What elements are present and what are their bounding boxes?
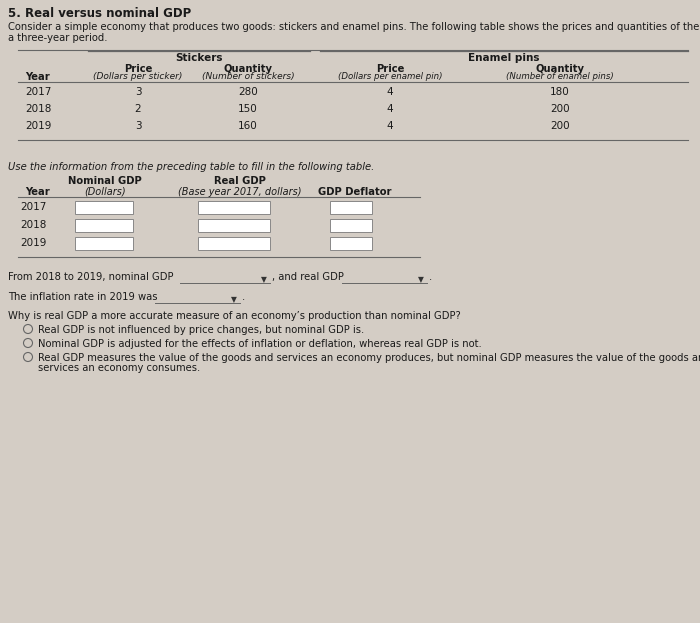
Text: Nominal GDP: Nominal GDP <box>68 176 142 186</box>
Text: Consider a simple economy that produces two goods: stickers and enamel pins. The: Consider a simple economy that produces … <box>8 22 700 32</box>
Text: (Base year 2017, dollars): (Base year 2017, dollars) <box>178 187 302 197</box>
Text: 2019: 2019 <box>20 238 46 248</box>
Text: 200: 200 <box>550 104 570 114</box>
Text: (Dollars): (Dollars) <box>84 187 126 197</box>
Text: Enamel pins: Enamel pins <box>468 53 540 63</box>
Text: 180: 180 <box>550 87 570 97</box>
Text: Quantity: Quantity <box>536 64 584 74</box>
Text: Use the information from the preceding table to fill in the following table.: Use the information from the preceding t… <box>8 162 374 172</box>
Text: Nominal GDP is adjusted for the effects of inflation or deflation, whereas real : Nominal GDP is adjusted for the effects … <box>38 339 482 349</box>
Text: Stickers: Stickers <box>175 53 223 63</box>
Text: Year: Year <box>26 72 50 82</box>
FancyBboxPatch shape <box>75 201 133 214</box>
Text: , and real GDP: , and real GDP <box>272 272 344 282</box>
Text: 150: 150 <box>238 104 258 114</box>
Text: Quantity: Quantity <box>223 64 272 74</box>
Text: Why is real GDP a more accurate measure of an economy’s production than nominal : Why is real GDP a more accurate measure … <box>8 311 461 321</box>
Text: 160: 160 <box>238 121 258 131</box>
FancyBboxPatch shape <box>75 219 133 232</box>
FancyBboxPatch shape <box>198 237 270 250</box>
Text: 2: 2 <box>134 104 141 114</box>
FancyBboxPatch shape <box>198 201 270 214</box>
Text: (Dollars per enamel pin): (Dollars per enamel pin) <box>337 72 442 81</box>
Text: services an economy consumes.: services an economy consumes. <box>38 363 200 373</box>
Text: .: . <box>429 272 433 282</box>
Text: .: . <box>242 292 245 302</box>
Text: 5. Real versus nominal GDP: 5. Real versus nominal GDP <box>8 7 191 20</box>
Text: 2018: 2018 <box>25 104 51 114</box>
Text: 2017: 2017 <box>20 202 46 212</box>
Text: 3: 3 <box>134 121 141 131</box>
Text: Year: Year <box>26 187 50 197</box>
Text: ▼: ▼ <box>418 275 424 284</box>
Circle shape <box>24 338 32 348</box>
FancyBboxPatch shape <box>330 237 372 250</box>
Text: a three-year period.: a three-year period. <box>8 33 108 43</box>
Text: ▼: ▼ <box>231 295 237 304</box>
Circle shape <box>24 325 32 333</box>
Circle shape <box>24 353 32 361</box>
Text: Price: Price <box>376 64 404 74</box>
Text: 2017: 2017 <box>25 87 51 97</box>
Text: 2019: 2019 <box>25 121 51 131</box>
Text: 4: 4 <box>386 104 393 114</box>
FancyBboxPatch shape <box>330 201 372 214</box>
Text: (Dollars per sticker): (Dollars per sticker) <box>93 72 183 81</box>
Text: 200: 200 <box>550 121 570 131</box>
Text: GDP Deflator: GDP Deflator <box>318 187 392 197</box>
Text: 280: 280 <box>238 87 258 97</box>
FancyBboxPatch shape <box>198 219 270 232</box>
Text: (Number of enamel pins): (Number of enamel pins) <box>506 72 614 81</box>
Text: Real GDP measures the value of the goods and services an economy produces, but n: Real GDP measures the value of the goods… <box>38 353 700 363</box>
Text: Real GDP is not influenced by price changes, but nominal GDP is.: Real GDP is not influenced by price chan… <box>38 325 364 335</box>
Text: 4: 4 <box>386 87 393 97</box>
Text: The inflation rate in 2019 was: The inflation rate in 2019 was <box>8 292 157 302</box>
Text: Price: Price <box>124 64 152 74</box>
Text: 2018: 2018 <box>20 220 46 230</box>
FancyBboxPatch shape <box>330 219 372 232</box>
Text: (Number of stickers): (Number of stickers) <box>202 72 294 81</box>
Text: 4: 4 <box>386 121 393 131</box>
Text: 3: 3 <box>134 87 141 97</box>
Text: Real GDP: Real GDP <box>214 176 266 186</box>
Text: From 2018 to 2019, nominal GDP: From 2018 to 2019, nominal GDP <box>8 272 174 282</box>
FancyBboxPatch shape <box>75 237 133 250</box>
Text: ▼: ▼ <box>261 275 267 284</box>
